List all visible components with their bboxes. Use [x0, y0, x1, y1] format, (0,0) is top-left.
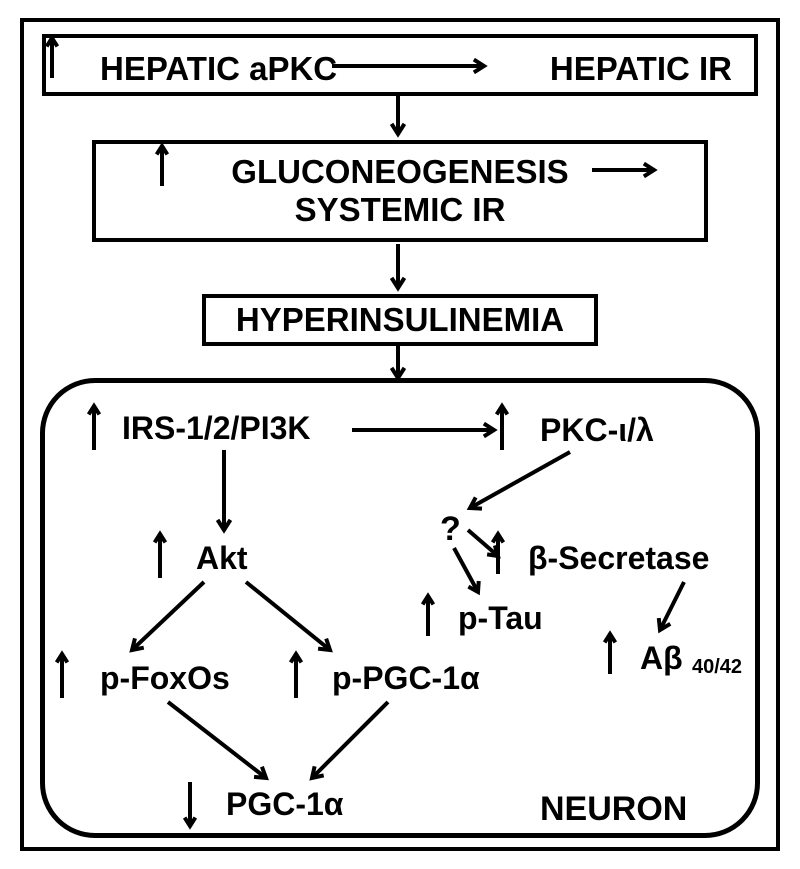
label-hepatic-ir: HEPATIC IR [550, 50, 732, 88]
node-ptau: p-Tau [458, 600, 543, 637]
node-irs: IRS-1/2/PI3K [122, 410, 311, 447]
label-gluconeogenesis: GLUCONEOGENESIS [231, 153, 568, 191]
node-akt: Akt [196, 540, 248, 577]
box-hyperinsulinemia: HYPERINSULINEMIA [202, 294, 598, 346]
node-bsec: β-Secretase [528, 540, 709, 577]
node-ab_sub: 40/42 [692, 656, 742, 679]
label-systemic-ir: SYSTEMIC IR [295, 191, 506, 229]
diagram-canvas: HEPATIC aPKC HEPATIC IR GLUCONEOGENESISSYS… [0, 0, 800, 869]
label-hyperinsulinemia: HYPERINSULINEMIA [236, 301, 564, 339]
node-ab: Aβ [640, 640, 683, 677]
label-hepatic-apkc: HEPATIC aPKC [100, 50, 337, 88]
node-q: ? [440, 510, 461, 549]
box-gluconeogenesis: GLUCONEOGENESISSYSTEMIC IR [92, 140, 708, 242]
node-pfoxos: p-FoxOs [100, 660, 230, 697]
node-pkc: PKC-ι/λ [540, 412, 654, 449]
box-hepatic: HEPATIC aPKC HEPATIC IR [42, 34, 758, 96]
label-neuron: NEURON [540, 790, 687, 829]
node-ppgc: p-PGC-1α [332, 660, 480, 697]
node-pgc: PGC-1α [226, 786, 343, 823]
